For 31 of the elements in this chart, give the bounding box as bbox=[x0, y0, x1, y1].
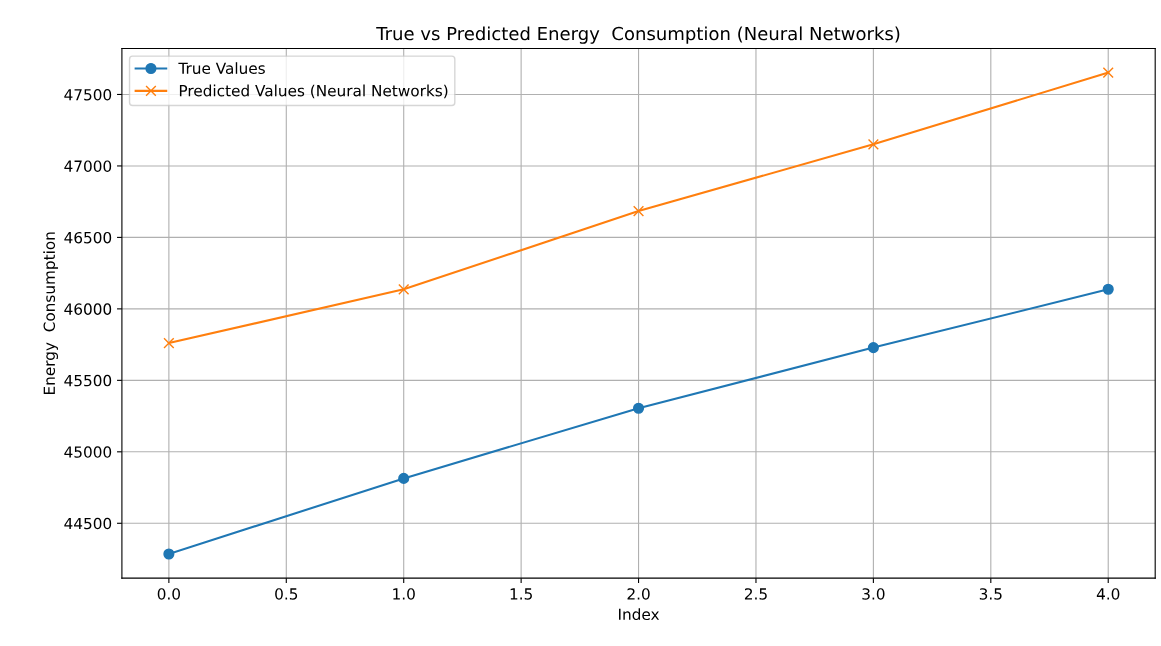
y-tick-label: 46500 bbox=[64, 231, 112, 244]
chart-title: True vs Predicted Energy Consumption (Neural Networks) bbox=[376, 26, 900, 44]
point bbox=[398, 283, 410, 295]
x-tick-label: 0.0 bbox=[157, 588, 181, 600]
y-tick-label: 45000 bbox=[64, 446, 112, 458]
point bbox=[867, 138, 879, 150]
x-tick-label: 4.0 bbox=[1096, 588, 1120, 600]
y-tick-label: 44500 bbox=[64, 517, 112, 530]
x-tick-label: 0.5 bbox=[275, 588, 298, 600]
point bbox=[1102, 283, 1114, 295]
y-tick-label: 47500 bbox=[64, 88, 112, 101]
legend-label: True Values bbox=[178, 62, 265, 75]
y-tick-label: 46000 bbox=[64, 303, 112, 315]
y-tick-label: 45500 bbox=[64, 374, 112, 387]
x-tick-label: 2.0 bbox=[627, 588, 650, 600]
x-tick-label: 1.0 bbox=[393, 588, 415, 600]
x-tick-label: 3.0 bbox=[862, 588, 885, 600]
point bbox=[163, 337, 175, 349]
point bbox=[398, 472, 410, 484]
x-tick-label: 2.5 bbox=[744, 588, 767, 600]
point bbox=[163, 548, 175, 560]
x-tick-label: 3.5 bbox=[979, 588, 1002, 600]
y-tick-label: 47000 bbox=[64, 160, 112, 172]
point bbox=[632, 402, 645, 414]
legend-label: Predicted Values (Neural Networks) bbox=[179, 84, 448, 99]
x-tick-label: 1.5 bbox=[510, 588, 532, 600]
point bbox=[632, 205, 645, 217]
y-axis-title: Energy Consumption bbox=[43, 232, 59, 394]
point bbox=[1102, 67, 1114, 79]
x-axis-title: Index bbox=[619, 608, 660, 621]
point bbox=[867, 342, 879, 354]
